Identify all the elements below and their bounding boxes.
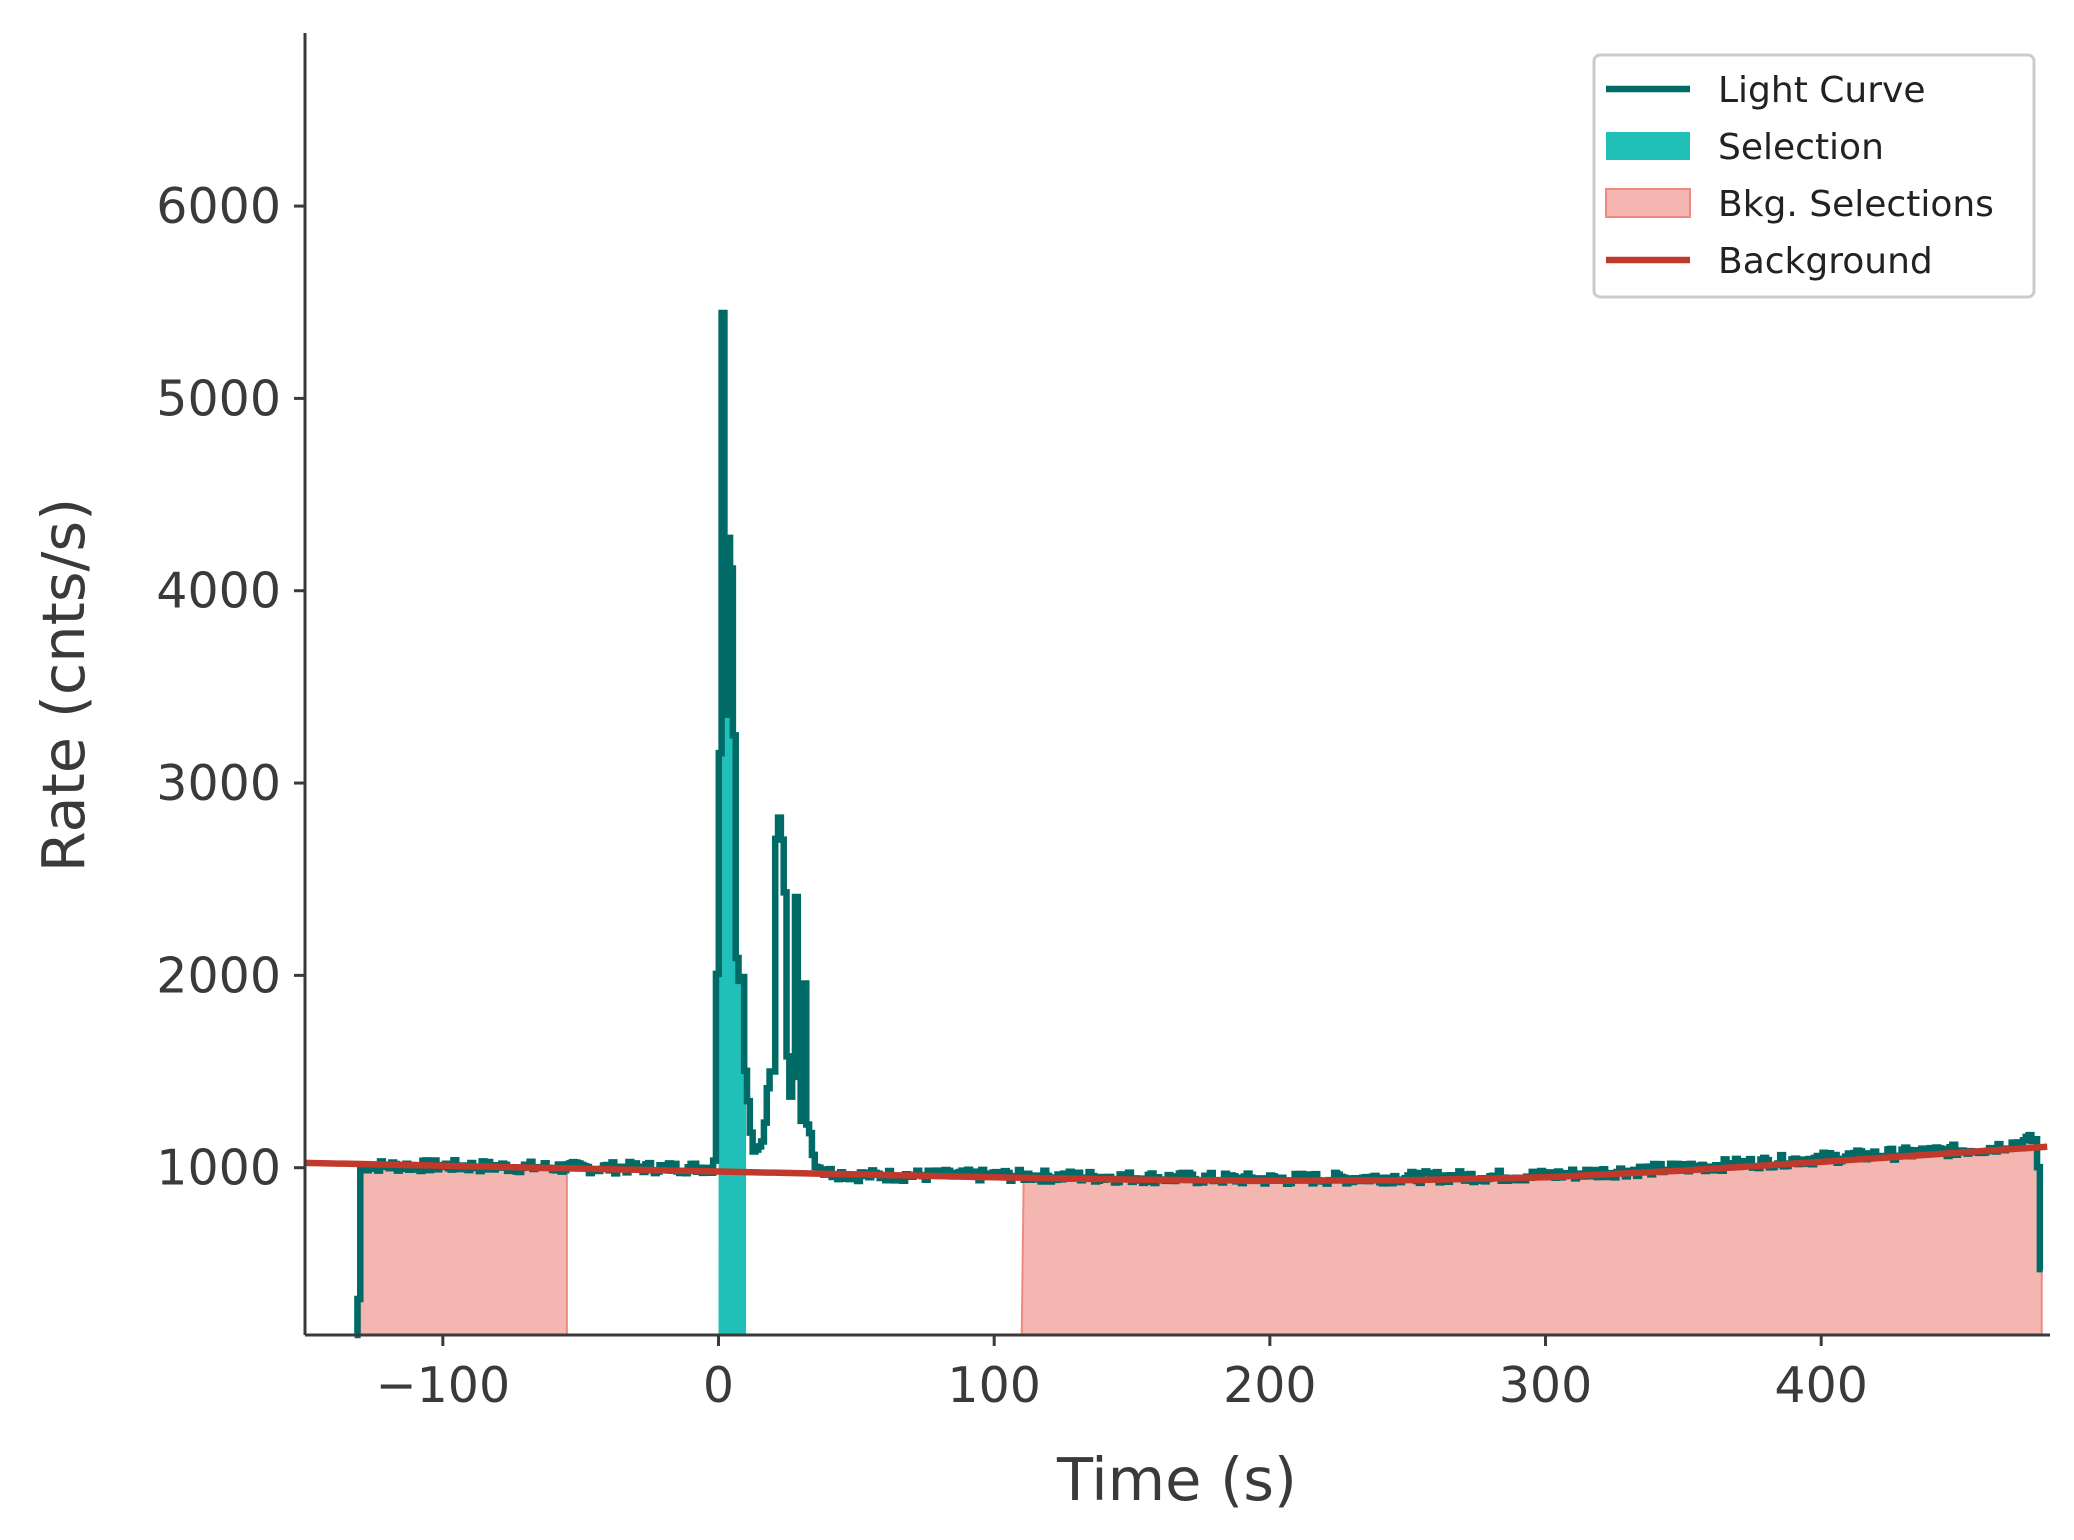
axes-layer <box>303 33 2050 1337</box>
y-tick-label: 2000 <box>156 947 281 1004</box>
legend-label: Bkg. Selections <box>1718 184 1994 225</box>
y-tick-label: 3000 <box>156 755 281 812</box>
legend-swatch-patch <box>1605 188 1691 218</box>
y-tick-label: 1000 <box>156 1140 281 1197</box>
legend-label: Background <box>1718 241 1933 282</box>
legend-label: Selection <box>1718 127 1884 168</box>
selection-layer <box>718 313 747 1335</box>
x-tick-label: 400 <box>1774 1357 1868 1414</box>
y-tick-label: 6000 <box>156 178 281 235</box>
legend-swatch-patch <box>1606 132 1690 160</box>
x-axis-label: Time (s) <box>1056 1445 1297 1514</box>
x-tick-label: −100 <box>376 1357 511 1414</box>
y-tick-label: 5000 <box>156 370 281 427</box>
bkg-selection-region-1 <box>359 1159 568 1336</box>
y-axis-label: Rate (cnts/s) <box>29 498 98 872</box>
x-tick-label: 100 <box>947 1357 1041 1414</box>
legend-label: Light Curve <box>1718 70 1926 111</box>
x-tick-label: 300 <box>1499 1357 1593 1414</box>
x-tick-label: 200 <box>1223 1357 1317 1414</box>
legend-box <box>1592 53 2036 299</box>
ticks-layer: −100 0 100 200 300 400 1000 2000 3000 4000 5000 600… <box>156 178 1868 1414</box>
bkg-selection-region-2 <box>1020 1134 2043 1336</box>
source-selection-region <box>718 313 747 1335</box>
x-tick-label: 0 <box>703 1357 734 1414</box>
background-layer <box>304 1143 2048 1185</box>
legend: Light Curve Selection Bkg. Selections Backg… <box>1592 53 2036 299</box>
background-model-line <box>304 1143 2048 1185</box>
y-tick-label: 4000 <box>156 563 281 620</box>
